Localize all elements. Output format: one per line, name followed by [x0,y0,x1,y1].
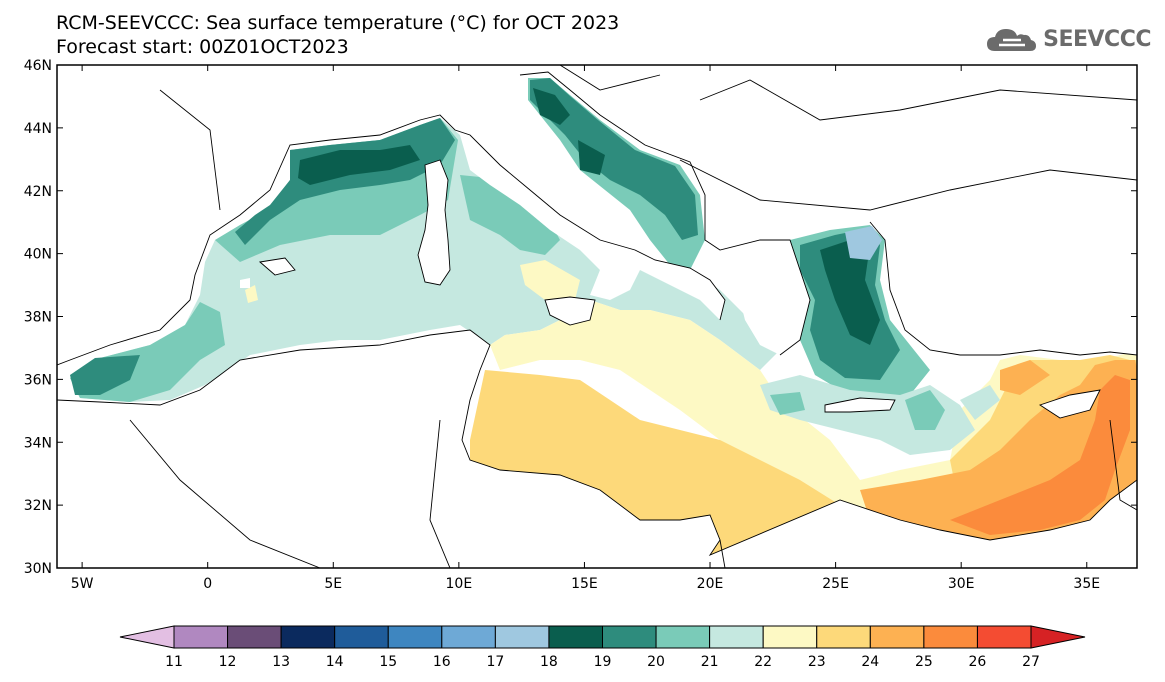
land-mask-greece [720,240,810,355]
lon-tick-label: 35E [1073,576,1100,592]
colorbar-label: 21 [701,654,719,670]
colorbar-box [762,625,818,649]
colorbar-label: 14 [326,654,344,670]
sst-region-18 [298,145,420,185]
colorbar-box [816,625,871,649]
land-mask-sicily [545,297,595,325]
colorbar-box [602,625,657,649]
colorbar: 11 12 13 14 15 16 17 18 19 20 21 22 23 24 25 26 27 [119,625,1086,670]
seevccc-logo: SEEVCCC [985,24,1151,54]
colorbar-label: 12 [219,654,237,670]
lat-tick-label: 42N [24,184,52,200]
colorbar-box [334,625,389,649]
lat-tick-label: 40N [24,247,52,263]
colorbar-label: 15 [379,654,397,670]
lon-tick-label: 25E [822,576,849,592]
colorbar-label: 26 [969,654,987,670]
lat-tick-label: 46N [24,58,52,74]
sst-region-25 [1000,360,1050,395]
lon-tick-label: 15E [571,576,598,592]
colorbar-label: 20 [647,654,665,670]
sst-region-20 [460,175,560,255]
colorbar-label: 27 [1022,654,1040,670]
coastlines [57,65,1137,568]
cloud-icon [987,29,1037,51]
sst-region-21 [590,260,780,370]
longitude-axis: 5W 0 5E 10E 15E 20E 25E 30E 35E [71,65,1100,592]
lon-tick-label: 10E [446,576,473,592]
sst-region-21 [960,385,1000,420]
lon-tick-label: 20E [697,576,724,592]
lon-tick-label: 5E [324,576,342,592]
sst-region-18 [578,140,605,175]
colorbar-box [976,625,1032,649]
colorbar-high-extend [1030,625,1086,649]
sst-region-18 [533,88,570,125]
colorbar-box [173,625,229,649]
lat-tick-label: 36N [24,372,52,388]
colorbar-low-extend [119,625,175,649]
lat-tick-label: 32N [24,498,52,514]
colorbar-label: 16 [433,654,451,670]
lon-tick-label: 30E [948,576,975,592]
sst-region-22 [520,260,580,300]
colorbar-box [709,625,764,649]
colorbar-box [441,625,496,649]
colorbar-box [548,625,603,649]
colorbar-box [387,625,443,649]
colorbar-label: 11 [165,654,183,670]
sst-region-19 [70,355,140,395]
sst-field [57,65,1137,568]
colorbar-label: 17 [486,654,504,670]
forecast-start-label: Forecast start: 00Z01OCT2023 [56,36,349,58]
sst-region-22 [245,285,258,303]
colorbar-label: 13 [272,654,290,670]
sst-region-20 [905,390,945,430]
colorbar-box [494,625,550,649]
colorbar-box [869,625,925,649]
latitude-axis: 30N 32N 34N 36N 38N 40N 42N 44N 46N [24,58,1137,577]
colorbar-box [227,625,282,649]
sst-region-19 [530,78,698,240]
colorbar-label: 24 [861,654,879,670]
colorbar-box [655,625,711,649]
map-title: RCM-SEEVCCC: Sea surface temperature (°C… [56,12,620,34]
colorbar-box [923,625,978,649]
land-mask-africa [57,330,1137,568]
logo-text: SEEVCCC [1043,26,1151,52]
land-mask-balearics [240,258,295,288]
lat-tick-label: 34N [24,435,52,451]
colorbar-label: 22 [754,654,772,670]
sst-region-17 [845,226,882,260]
colorbar-label: 19 [594,654,612,670]
colorbar-label: 25 [915,654,933,670]
land-mask-corsica-sardinia [418,160,450,285]
sst-region-18 [820,240,880,345]
land-mask-italy [470,135,725,320]
lat-tick-label: 38N [24,310,52,326]
sst-region-26 [950,375,1130,535]
sst-region-20 [770,392,805,415]
lon-tick-label: 5W [71,576,94,592]
colorbar-label: 18 [540,654,558,670]
colorbar-box [280,625,336,649]
lat-tick-label: 44N [24,121,52,137]
lat-tick-label: 30N [24,561,52,577]
lon-tick-label: 0 [203,576,212,592]
colorbar-label: 23 [808,654,826,670]
